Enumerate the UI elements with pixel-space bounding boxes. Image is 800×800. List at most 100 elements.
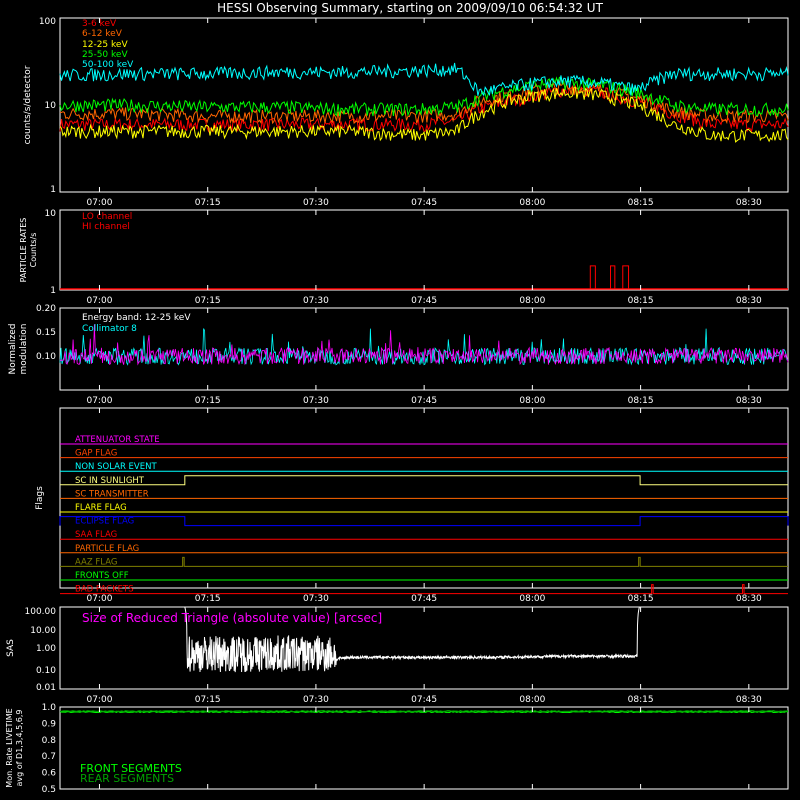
time-tick-label: 08:00 — [519, 396, 545, 406]
particle-ylabel-line2: Counts/s — [29, 233, 38, 268]
collimator-8-line — [59, 328, 789, 366]
time-tick-label: 08:30 — [736, 594, 762, 604]
legend-lo-channel: LO channel — [82, 212, 132, 222]
flag-line-bad-packets — [60, 584, 788, 595]
time-tick-label: 08:15 — [628, 198, 654, 208]
flag-label-aaz-flag: AAZ FLAG — [75, 557, 117, 567]
time-tick-label: 07:15 — [195, 198, 221, 208]
time-tick-label: 07:00 — [86, 296, 112, 306]
time-tick-label: 07:45 — [411, 396, 437, 406]
time-tick-label: 08:15 — [628, 695, 654, 705]
sas-plot-area — [184, 606, 640, 673]
modulation-ytick: 0.10 — [36, 352, 56, 362]
time-tick-label: 07:30 — [303, 198, 329, 208]
time-tick-label: 08:00 — [519, 594, 545, 604]
time-tick-label: 08:30 — [736, 396, 762, 406]
rates-ylabel: counts/s/detector — [23, 65, 33, 144]
time-tick-label: 07:15 — [195, 695, 221, 705]
front-segments-line — [59, 710, 789, 714]
time-tick-label: 07:15 — [195, 296, 221, 306]
time-tick-label: 07:15 — [195, 396, 221, 406]
sas-panel: SAS 0.01 0.10 1.00 10.00 100.00 Size of … — [6, 606, 789, 693]
flag-label-gap-flag: GAP FLAG — [75, 449, 117, 459]
modulation-ylabel-line1: Normalized — [8, 323, 18, 374]
hi-channel-spike — [589, 265, 596, 289]
time-tick-label: 07:45 — [411, 198, 437, 208]
flag-label-particle-flag: PARTICLE FLAG — [75, 544, 139, 554]
livetime-ytick: 0.9 — [42, 719, 57, 729]
livetime-ytick: 0.7 — [42, 752, 56, 762]
sas-ytick-100.00: 100.00 — [25, 607, 57, 617]
figure-title: HESSI Observing Summary, starting on 200… — [217, 1, 603, 15]
time-tick-label: 08:15 — [628, 396, 654, 406]
time-tick-label: 07:45 — [411, 695, 437, 705]
time-tick-label: 07:30 — [303, 296, 329, 306]
series-line-3-6-keV — [59, 85, 789, 133]
flag-label-bad-packets: BAD PACKETS — [75, 585, 134, 595]
particle-ytick-1: 1 — [50, 286, 56, 296]
rates-plot-area — [59, 62, 789, 143]
sas-ytick-1.00: 1.00 — [36, 644, 56, 654]
flags-ylabel: Flags — [35, 486, 45, 510]
modulation-plot-area — [59, 324, 789, 366]
legend-rear-segments: REAR SEGMENTS — [80, 772, 174, 785]
sas-ytick-0.10: 0.10 — [36, 666, 56, 676]
time-tick-label: 07:45 — [411, 594, 437, 604]
time-tick-label: 07:00 — [86, 594, 112, 604]
modulation-yticks: 0.10 0.15 0.20 — [36, 304, 56, 362]
flag-label-saa-flag: SAA FLAG — [75, 530, 117, 540]
legend-3-6kev: 3-6 keV — [82, 19, 117, 29]
modulation-energy-band: Energy band: 12-25 keV — [82, 313, 191, 323]
time-tick-label: 07:30 — [303, 695, 329, 705]
time-tick-label: 08:30 — [736, 296, 762, 306]
time-tick-label: 07:00 — [86, 396, 112, 406]
particle-ytick-10: 10 — [45, 209, 57, 219]
flag-label-sc-in-sunlight: SC IN SUNLIGHT — [75, 476, 145, 486]
flag-label-attenuator-state: ATTENUATOR STATE — [75, 435, 160, 445]
flag-label-non-solar-event: NON SOLAR EVENT — [75, 462, 157, 472]
sas-annotation: Size of Reduced Triangle (absolute value… — [82, 611, 382, 625]
livetime-panel: Mon. Rate LIVETIME avg of D1,3,4,5,6,9 0… — [5, 703, 789, 795]
legend-front-segments: FRONT SEGMENTS — [80, 762, 182, 775]
sas-ytick-0.01: 0.01 — [36, 683, 56, 693]
livetime-ytick: 0.8 — [42, 736, 57, 746]
time-tick-label: 08:00 — [519, 198, 545, 208]
series-line-6-12-keV — [59, 80, 789, 125]
flag-line-sc-in-sunlight — [60, 475, 788, 486]
particle-ylabel-line1: PARTICLE RATES — [19, 218, 28, 283]
time-tick-label: 08:00 — [519, 695, 545, 705]
rates-ytick-1: 1 — [50, 185, 56, 195]
series-line-50-100-keV — [59, 62, 789, 97]
rates-ytick-10: 10 — [45, 101, 57, 111]
flag-line-eclipse-flag — [59, 516, 789, 527]
time-tick-label: 08:00 — [519, 296, 545, 306]
livetime-ytick: 1.0 — [42, 703, 57, 713]
series-line-12-25-keV — [59, 86, 789, 143]
hi-channel-spike — [622, 265, 630, 289]
flag-line-aaz-flag — [60, 556, 788, 567]
legend-25-50kev: 25-50 keV — [82, 50, 128, 60]
magenta-modulation-line — [59, 324, 789, 366]
hi-channel-spike — [610, 265, 616, 289]
flags-plot-area: ATTENUATOR STATE GAP FLAG NON SOLAR EVENT S… — [59, 435, 789, 595]
modulation-ytick: 0.20 — [36, 304, 56, 314]
livetime-ylabel-line2: avg of D1,3,4,5,6,9 — [15, 710, 24, 787]
livetime-ytick: 0.5 — [42, 785, 56, 795]
livetime-ylabel-line1: Mon. Rate LIVETIME — [5, 708, 14, 787]
time-tick-label: 08:15 — [628, 594, 654, 604]
modulation-panel: Normalized modulation 0.10 0.15 0.20 Energ… — [8, 304, 789, 391]
flag-label-flare-flag: FLARE FLAG — [75, 503, 127, 513]
time-tick-label: 07:00 — [86, 198, 112, 208]
livetime-ytick: 0.6 — [42, 769, 57, 779]
time-tick-label: 07:00 — [86, 695, 112, 705]
time-tick-label: 08:30 — [736, 198, 762, 208]
time-axis-labels: 07:00 07:15 07:30 07:45 08:00 08:15 08:30 07:00… — [86, 18, 762, 789]
sas-ylabel: SAS — [6, 639, 16, 657]
flag-label-sc-transmitter: SC TRANSMITTER — [75, 489, 149, 499]
legend-6-12kev: 6-12 keV — [82, 29, 123, 39]
sas-ytick-10.00: 10.00 — [30, 626, 56, 636]
time-tick-label: 07:45 — [411, 296, 437, 306]
flag-label-fronts-off: FRONTS OFF — [75, 571, 129, 581]
legend-12-25kev: 12-25 keV — [82, 40, 128, 50]
